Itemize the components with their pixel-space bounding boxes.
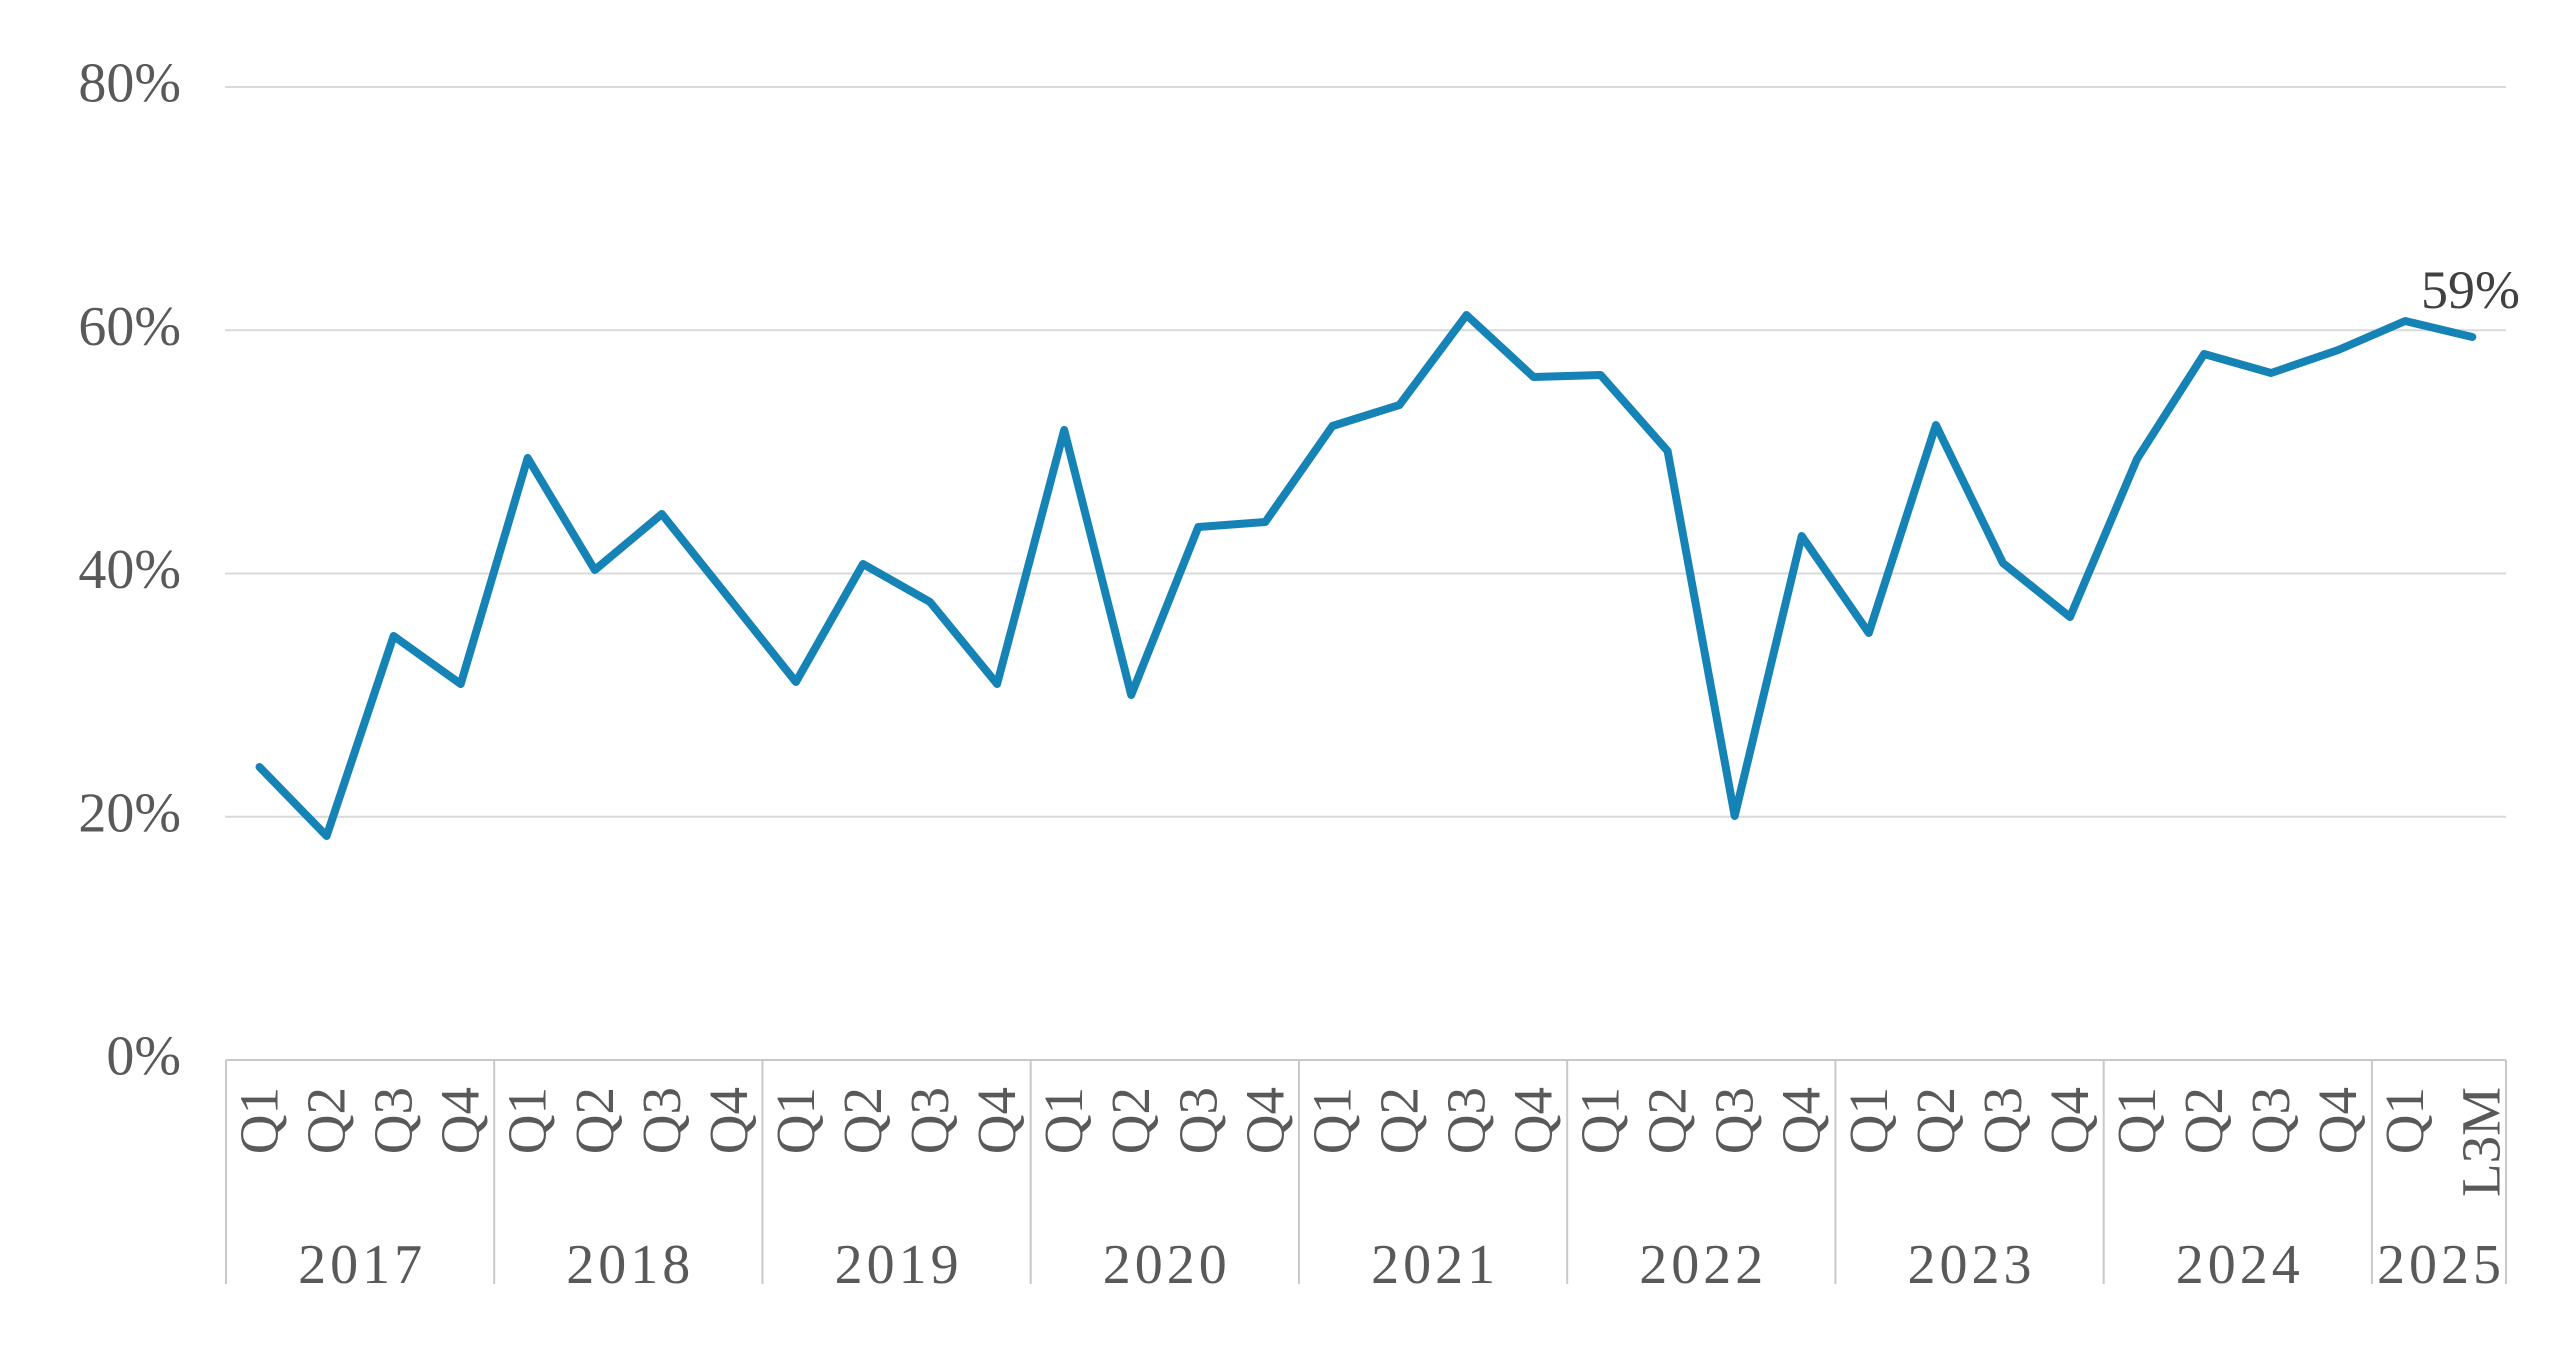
svg-text:20%: 20% [78,782,181,844]
svg-text:Q1: Q1 [1570,1087,1631,1154]
svg-text:Q1: Q1 [497,1087,558,1154]
svg-text:Q3: Q3 [2240,1087,2301,1154]
svg-text:Q4: Q4 [966,1087,1027,1154]
svg-text:40%: 40% [78,539,181,601]
svg-text:Q2: Q2 [832,1087,893,1154]
svg-text:2025: 2025 [2377,1234,2505,1296]
svg-text:Q3: Q3 [363,1087,424,1154]
svg-text:Q4: Q4 [1234,1087,1295,1154]
svg-text:Q3: Q3 [1436,1087,1497,1154]
svg-text:Q3: Q3 [899,1087,960,1154]
svg-text:Q3: Q3 [1704,1087,1765,1154]
svg-text:60%: 60% [78,296,181,358]
svg-text:Q1: Q1 [2106,1087,2167,1154]
svg-text:Q4: Q4 [430,1087,491,1154]
svg-text:Q4: Q4 [698,1087,759,1154]
svg-text:Q2: Q2 [296,1087,357,1154]
svg-text:2020: 2020 [1103,1234,1231,1296]
svg-text:Q4: Q4 [2307,1087,2368,1154]
svg-text:Q1: Q1 [1301,1087,1362,1154]
svg-text:Q2: Q2 [564,1087,625,1154]
svg-text:2018: 2018 [566,1234,694,1296]
svg-text:2024: 2024 [2176,1234,2304,1296]
svg-text:Q4: Q4 [1771,1087,1832,1154]
svg-text:Q3: Q3 [631,1087,692,1154]
svg-text:Q1: Q1 [1033,1087,1094,1154]
svg-text:Q1: Q1 [229,1087,290,1154]
svg-text:L3M: L3M [2450,1087,2511,1197]
svg-text:2022: 2022 [1639,1234,1767,1296]
svg-text:Q1: Q1 [2374,1087,2435,1154]
svg-text:Q4: Q4 [1503,1087,1564,1154]
svg-text:Q2: Q2 [1905,1087,1966,1154]
svg-text:2023: 2023 [1908,1234,2036,1296]
svg-text:2019: 2019 [835,1234,963,1296]
svg-text:2017: 2017 [298,1234,426,1296]
svg-text:Q3: Q3 [1972,1087,2033,1154]
svg-text:Q2: Q2 [1368,1087,1429,1154]
svg-text:Q2: Q2 [1637,1087,1698,1154]
svg-text:Q2: Q2 [2173,1087,2234,1154]
svg-text:Q1: Q1 [765,1087,826,1154]
svg-text:Q1: Q1 [1838,1087,1899,1154]
svg-text:Q4: Q4 [2039,1087,2100,1154]
svg-text:80%: 80% [78,53,181,115]
svg-text:Q2: Q2 [1100,1087,1161,1154]
svg-text:0%: 0% [106,1026,181,1088]
svg-text:Q3: Q3 [1167,1087,1228,1154]
svg-text:59%: 59% [2421,260,2520,320]
svg-text:2021: 2021 [1371,1234,1499,1296]
